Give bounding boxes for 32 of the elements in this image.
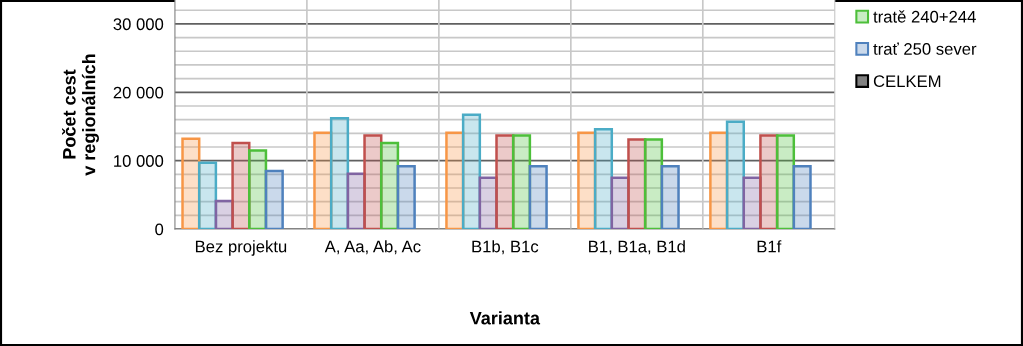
y-tick-label: 30 000 (113, 18, 164, 31)
bar (775, 134, 796, 230)
legend-label: trať 250 sever (873, 42, 977, 55)
x-axis-title: Varianta (469, 311, 541, 325)
bar (379, 141, 400, 230)
bar (593, 127, 614, 230)
bar (197, 161, 218, 230)
x-tick-label: A, Aa, Ab, Ac (324, 240, 421, 255)
x-tick-label: B1b, B1c (472, 240, 539, 255)
bar (643, 138, 664, 230)
bar (248, 149, 268, 230)
bar (363, 134, 383, 230)
bar (396, 164, 416, 230)
bar (792, 164, 812, 230)
y-tick-label: 0 (155, 223, 164, 236)
bar (329, 117, 350, 230)
x-tick-label: B1, B1a, B1d (589, 240, 685, 255)
y-tick-label: 10 000 (114, 155, 164, 167)
legend-label: tratě 240+244 (873, 10, 976, 23)
y-tick-label: 20 000 (113, 86, 164, 99)
legend-label: CELKEM (873, 75, 941, 88)
bar (461, 113, 482, 230)
bar (725, 120, 746, 230)
bar (660, 164, 680, 230)
bar (231, 141, 251, 230)
bar (528, 164, 548, 230)
bar (511, 134, 532, 230)
x-tick-label: B1f (757, 240, 782, 253)
bar (181, 137, 201, 230)
bar (264, 169, 284, 230)
y-axis-title: Počet cest v regionálních (62, 54, 99, 176)
x-tick-label: Bez projektu (195, 240, 287, 256)
